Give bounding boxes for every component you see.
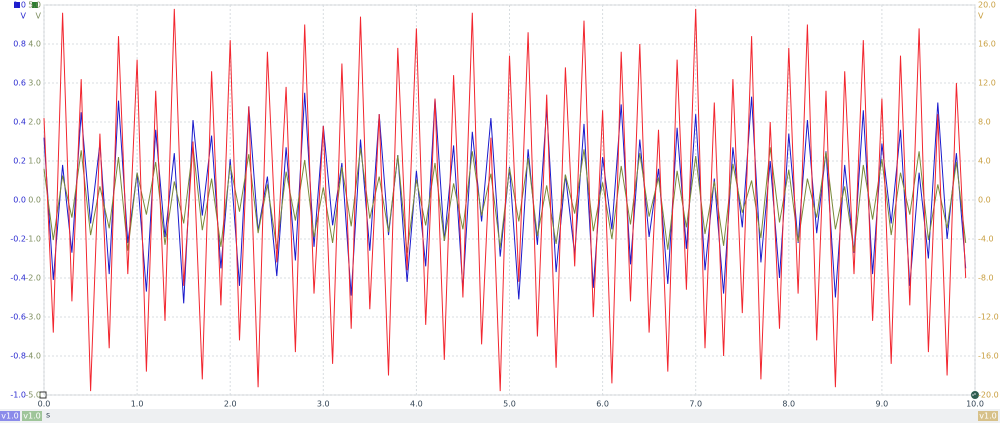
bottom-bar bbox=[0, 409, 1000, 423]
y-tick-label: -20.0 bbox=[978, 391, 999, 400]
y-tick-label: -0.4 bbox=[10, 274, 26, 283]
y-unit: V bbox=[978, 12, 984, 21]
y-tick-label: -1.0 bbox=[10, 391, 26, 400]
y-tick-label: -0.2 bbox=[10, 235, 26, 244]
x-tick-label: 2.0 bbox=[224, 400, 237, 409]
y-tick-label: 0.6 bbox=[13, 79, 26, 88]
channel-tag-label: v1.0 bbox=[979, 412, 996, 421]
y-unit: V bbox=[21, 12, 27, 21]
channel-tag-label: v1.0 bbox=[1, 412, 18, 421]
y-tick-label: 0.0 bbox=[28, 196, 41, 205]
x-tick-label: 7.0 bbox=[689, 400, 702, 409]
x-tick-label: 3.0 bbox=[317, 400, 330, 409]
channel-marker[interactable] bbox=[32, 2, 38, 8]
y-tick-label: -12.0 bbox=[978, 313, 999, 322]
waveform bbox=[43, 8, 967, 392]
x-tick-label: 9.0 bbox=[876, 400, 889, 409]
x-tick-label: 8.0 bbox=[782, 400, 795, 409]
y-tick-label: 0.4 bbox=[13, 118, 26, 127]
y-tick-label: 4.0 bbox=[978, 157, 991, 166]
y-tick-label: -4.0 bbox=[978, 235, 994, 244]
x-tick-label: 5.0 bbox=[503, 400, 516, 409]
channel-tag bbox=[22, 411, 42, 421]
x-tick-label: 6.0 bbox=[596, 400, 609, 409]
y-tick-label: 1.0 bbox=[13, 1, 26, 10]
x-tick-label: 0.0 bbox=[38, 400, 51, 409]
x-unit: s bbox=[46, 411, 50, 420]
y-tick-label: 0.0 bbox=[978, 196, 991, 205]
y-tick-label: -1.0 bbox=[25, 235, 41, 244]
y-tick-label: -8.0 bbox=[978, 274, 994, 283]
y-tick-label: -0.6 bbox=[10, 313, 26, 322]
channel-tag bbox=[978, 411, 998, 421]
y-tick-label: 0.2 bbox=[13, 157, 26, 166]
y-tick-label: 20.0 bbox=[978, 1, 996, 10]
y-tick-label: 12.0 bbox=[978, 79, 996, 88]
y-tick-label: -2.0 bbox=[25, 274, 41, 283]
y-tick-label: 2.0 bbox=[28, 118, 41, 127]
x-tick-label: 10.0 bbox=[966, 400, 984, 409]
y-tick-label: 8.0 bbox=[978, 118, 991, 127]
x-tick-label: 4.0 bbox=[410, 400, 423, 409]
y-tick-label: -0.8 bbox=[10, 352, 26, 361]
y-tick-label: 3.0 bbox=[28, 79, 41, 88]
y-tick-label: -4.0 bbox=[25, 352, 41, 361]
y-tick-label: 4.0 bbox=[28, 40, 41, 49]
y-tick-label: -3.0 bbox=[25, 313, 41, 322]
y-tick-label: 5.0 bbox=[28, 1, 41, 10]
y-tick-label: -16.0 bbox=[978, 352, 999, 361]
channel-tag bbox=[0, 411, 20, 421]
y-unit: V bbox=[36, 12, 42, 21]
channel-tag-label: v1.0 bbox=[23, 412, 40, 421]
y-tick-label: 16.0 bbox=[978, 40, 996, 49]
channel-marker[interactable] bbox=[14, 2, 20, 8]
x-tick-label: 1.0 bbox=[131, 400, 144, 409]
y-tick-label: 1.0 bbox=[28, 157, 41, 166]
y-tick-label: 0.0 bbox=[13, 196, 26, 205]
y-tick-label: 0.8 bbox=[13, 40, 26, 49]
y-tick-label: -5.0 bbox=[25, 391, 41, 400]
